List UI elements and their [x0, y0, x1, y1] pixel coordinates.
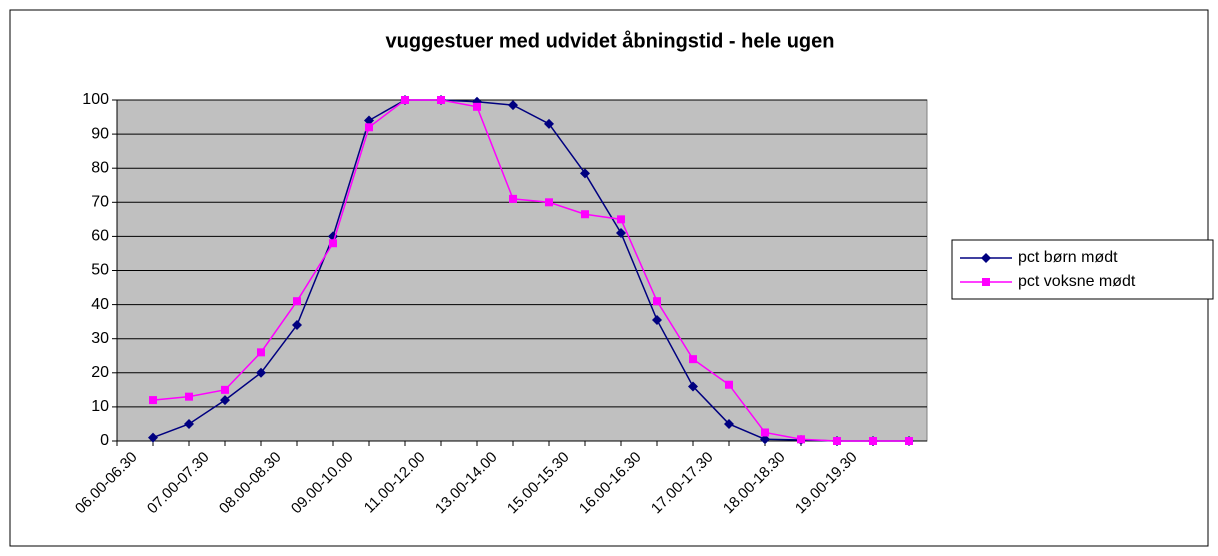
- point: [148, 432, 158, 443]
- legend-label: pct voksne mødt: [1018, 273, 1136, 290]
- point: [256, 367, 266, 378]
- point: [760, 434, 770, 445]
- series-line: [152, 99, 909, 442]
- point: [401, 96, 409, 104]
- point: [544, 118, 554, 129]
- series-line: [152, 99, 909, 442]
- point: [545, 198, 553, 207]
- point: [580, 168, 590, 179]
- legend-label: pct børn mødt: [1018, 249, 1118, 266]
- y-tick-label: 40: [91, 296, 109, 313]
- point: [509, 194, 517, 203]
- point: [761, 428, 769, 437]
- point: [833, 437, 841, 445]
- point: [653, 297, 661, 306]
- point: [364, 115, 374, 126]
- point: [616, 227, 626, 238]
- point: [797, 435, 805, 444]
- point: [652, 314, 662, 325]
- y-tick-label: 80: [91, 159, 109, 176]
- y-tick-label: 60: [91, 228, 109, 245]
- point: [149, 396, 157, 405]
- point: [617, 215, 625, 224]
- point: [905, 437, 913, 445]
- point: [508, 100, 518, 111]
- point: [724, 418, 734, 429]
- point: [869, 437, 877, 445]
- y-tick-label: 50: [91, 262, 109, 279]
- point: [473, 102, 481, 111]
- point: [365, 123, 373, 132]
- point: [437, 96, 445, 104]
- point: [581, 210, 589, 219]
- point: [185, 392, 193, 401]
- point: [292, 320, 302, 331]
- y-tick-label: 10: [91, 398, 109, 415]
- y-tick-label: 30: [91, 330, 109, 347]
- y-tick-label: 90: [91, 125, 109, 142]
- point: [981, 253, 991, 263]
- y-tick-label: 100: [82, 91, 109, 108]
- point: [688, 381, 698, 392]
- point: [184, 418, 194, 429]
- legend-box: [951, 239, 1214, 300]
- point: [329, 239, 337, 248]
- y-tick-label: 70: [91, 194, 109, 211]
- y-tick-label: 0: [100, 432, 109, 449]
- y-tick-label: 20: [91, 364, 109, 381]
- point: [257, 348, 265, 357]
- point: [982, 278, 990, 286]
- point: [221, 385, 229, 394]
- point: [293, 297, 301, 306]
- chart-title: vuggestuer med udvidet åbningstid - hele…: [386, 29, 835, 52]
- point: [220, 395, 230, 406]
- point: [725, 380, 733, 389]
- point: [689, 355, 697, 364]
